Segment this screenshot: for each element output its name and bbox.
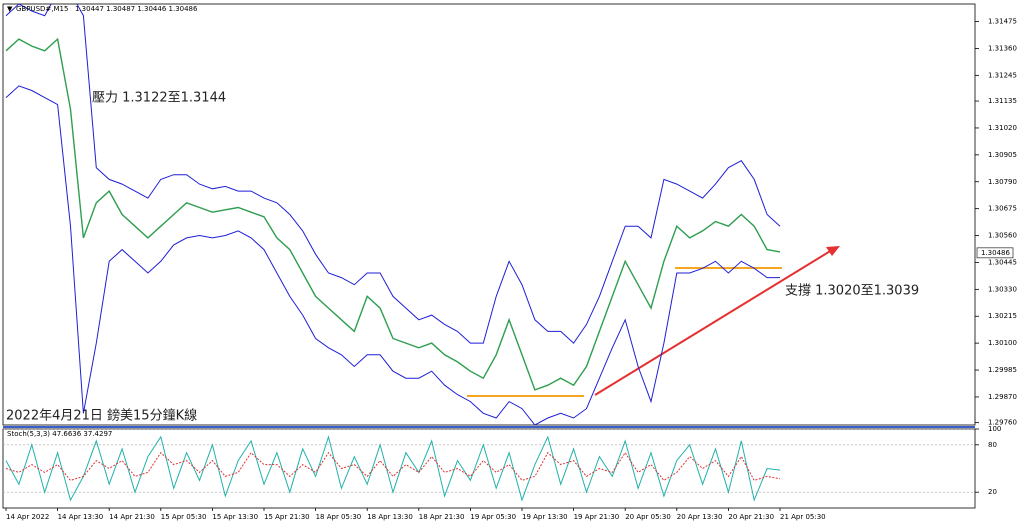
stoch-plot <box>3 429 975 502</box>
price-tag <box>976 247 1014 259</box>
resistance-note: 壓力 1.3122至1.3144 <box>92 91 226 106</box>
series-line <box>5 451 781 482</box>
y-tick-label: 1.31245 <box>988 71 1017 79</box>
x-tick-label: 15 Apr 05:30 <box>161 513 207 521</box>
x-tick-label: 21 Apr 05:30 <box>780 513 826 521</box>
support-note: 支撐 1.3020至1.3039 <box>785 284 919 299</box>
y-tick-label: 1.30560 <box>988 232 1017 240</box>
x-tick-label: 14 Apr 21:30 <box>109 513 155 521</box>
collapse-icon: ▼ <box>7 5 13 13</box>
x-tick-label: 20 Apr 13:30 <box>677 513 723 521</box>
main-plot <box>5 4 840 425</box>
x-tick-label: 19 Apr 13:30 <box>522 513 568 521</box>
x-tick-label: 14 Apr 13:30 <box>58 513 104 521</box>
x-tick-label: 18 Apr 13:30 <box>367 513 413 521</box>
x-tick-label: 20 Apr 05:30 <box>625 513 671 521</box>
y-tick-label: 1.31135 <box>988 97 1017 105</box>
main-pane <box>2 3 976 426</box>
y-tick-label: 1.31360 <box>988 44 1017 52</box>
x-tick-label: 18 Apr 21:30 <box>419 513 465 521</box>
y-tick-label: 1.30445 <box>988 258 1017 266</box>
arrow-head <box>826 246 840 256</box>
y-tick-label: 1.30215 <box>988 312 1017 320</box>
series-line <box>5 435 781 502</box>
y-tick-label: 1.29985 <box>988 366 1017 374</box>
y-tick-label: 1.30675 <box>988 205 1017 213</box>
y-tick-label: 1.29870 <box>988 393 1017 401</box>
x-tick-label: 14 Apr 2022 <box>6 513 49 521</box>
symbol-title: GBPUSD#,M15 <box>16 5 68 13</box>
y-tick-label: 20 <box>988 488 997 496</box>
series-line <box>5 37 781 391</box>
series-line <box>5 4 781 344</box>
y-tick-label: 1.31475 <box>988 18 1017 26</box>
y-tick-label: 100 <box>988 425 1001 433</box>
x-tick-label: 19 Apr 21:30 <box>574 513 620 521</box>
y-tick-label: 1.30790 <box>988 178 1017 186</box>
x-tick-label: 20 Apr 21:30 <box>728 513 774 521</box>
y-tick-label: 1.29760 <box>988 419 1017 427</box>
price-tag-label: 1.30486 <box>981 249 1010 257</box>
x-tick-label: 18 Apr 05:30 <box>316 513 362 521</box>
x-tick-label: 15 Apr 21:30 <box>264 513 310 521</box>
y-tick-label: 1.30100 <box>988 339 1017 347</box>
quote: 1.30447 1.30487 1.30446 1.30486 <box>75 5 198 13</box>
trend-arrow <box>594 249 833 396</box>
series-line <box>5 85 780 425</box>
y-tick-label: 1.30330 <box>988 285 1017 293</box>
stoch-pane <box>2 428 976 509</box>
x-tick-label: 19 Apr 05:30 <box>470 513 516 521</box>
y-tick-label: 80 <box>988 441 997 449</box>
indicator-title: Stoch(5,3,3) 47.6636 37.4297 <box>7 430 112 438</box>
y-tick-label: 1.30905 <box>988 151 1017 159</box>
date-note: 2022年4月21日 鎊美15分鐘K線 <box>6 408 197 424</box>
x-tick-label: 15 Apr 13:30 <box>212 513 258 521</box>
y-tick-label: 1.31020 <box>988 124 1017 132</box>
